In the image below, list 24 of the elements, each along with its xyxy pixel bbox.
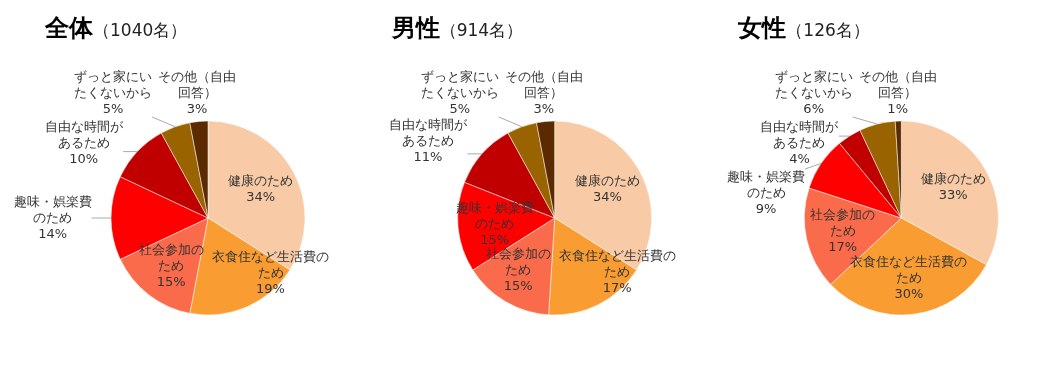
chart-title: 全体 <box>44 14 94 42</box>
chart-subtitle: （126名） <box>786 20 870 40</box>
chart-title: 女性 <box>737 14 787 42</box>
slice-label: 趣味・娯楽費のため 14% <box>13 194 92 241</box>
slice-label: ずっと家にいたくないから 5% <box>74 69 153 116</box>
slice-label: 自由な時間があるため 4% <box>760 119 839 166</box>
slice-label: その他（自由回答） 1% <box>858 69 937 116</box>
slice-label: 健康のため 34% <box>228 173 294 205</box>
slice-label: 社会参加のため 17% <box>810 207 876 255</box>
slice-label: 健康のため 34% <box>574 173 640 205</box>
slice-label: ずっと家にいたくないから 6% <box>774 69 853 116</box>
slice-label: ずっと家にいたくないから 5% <box>420 69 499 116</box>
chart-title: 男性 <box>390 14 440 42</box>
chart-subtitle: （1040名） <box>93 20 188 40</box>
slice-label: 自由な時間があるため 10% <box>44 119 123 166</box>
slice-label: 社会参加のため 15% <box>485 245 551 293</box>
slice-label: その他（自由回答） 3% <box>158 69 237 116</box>
slice-label: 自由な時間があるため 11% <box>388 117 467 164</box>
slice-label: その他（自由回答） 3% <box>504 69 583 116</box>
chart-subtitle: （914名） <box>439 20 524 40</box>
slice-label: 社会参加のため 15% <box>138 241 204 289</box>
slice-label: 健康のため 33% <box>920 171 986 203</box>
slice-label: 趣味・娯楽費のため 9% <box>727 169 806 216</box>
slice-label: 衣食住など生活費のため 30% <box>850 253 968 301</box>
